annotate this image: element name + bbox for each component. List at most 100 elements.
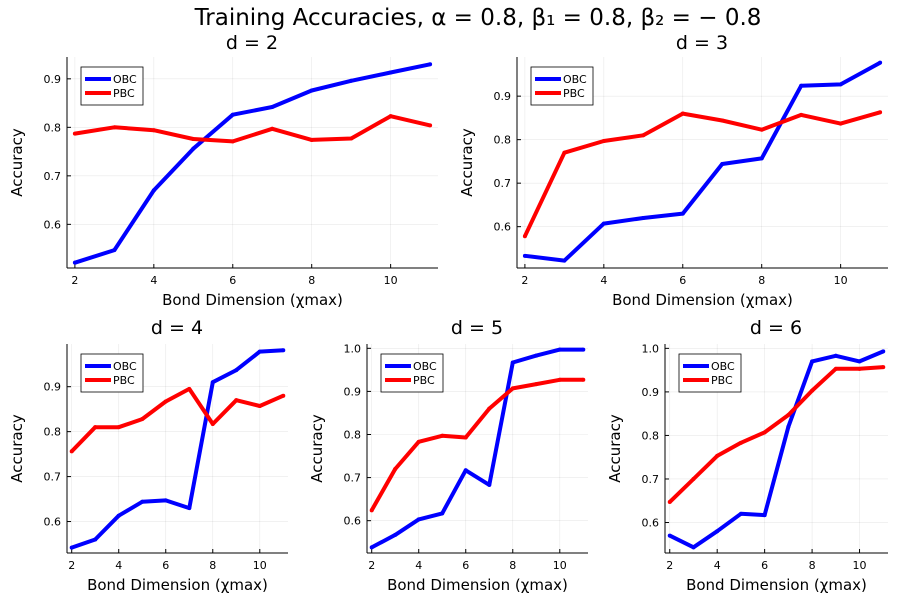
panel-1-xtick-label-2: 6 [229,274,236,287]
panel-1-series-obc-line [74,62,431,265]
panel-2-xtick-label-3: 8 [758,274,765,287]
panel-1-series-pbc-line [74,114,431,144]
panel-3-series-pbc-point-1 [93,425,98,430]
panel-2-series-obc-line [524,60,882,263]
panel-2-ytick-label-0: 0.6 [494,221,512,234]
panel-2-series-pbc-point-1 [562,150,567,155]
panel-1-ytick-label-2: 0.8 [44,121,62,134]
panel-1-series-obc-point-4 [230,112,235,117]
panel-4-ytick-label-1: 0.7 [344,472,362,485]
panel-4-series-obc-point-7 [534,353,539,358]
panel-4-series-pbc-point-7 [534,382,539,387]
panel-3-series-obc-point-4 [163,498,168,503]
panel-5-series-obc-point-8 [857,359,862,364]
panel-5-series-obc-point-5 [786,424,791,429]
panel-3-legend-label-obc: OBC [113,360,137,373]
panel-3-xtick-label-3: 8 [209,559,216,572]
panel-5-series-pbc-point-9 [881,365,886,370]
panel-2-series-obc-point-1 [562,258,567,263]
panel-3-series-obc-point-5 [187,506,192,511]
panel-3-ylabel: Accuracy [8,414,26,483]
panel-2-series-pbc-point-4 [680,111,685,116]
panel-4-xtick-label-3: 8 [509,559,516,572]
panel-1-series-pbc-point-1 [112,125,117,130]
panel-5-legend-label-pbc: PBC [711,374,733,387]
panel-4-ytick-label-2: 0.8 [344,428,362,441]
panel-1-series-pbc-point-0 [72,131,77,136]
panel-5-series-obc-line [668,349,885,550]
panel-3: 2 4 6 8 10 0.6 0.7 0.8 0.9 d = 4 Bond Dimension (χ… [8,317,288,594]
panel-2: 2 4 6 8 10 0.6 0.7 0.8 0.9 d = 3 Bond Dimension (χ… [458,32,888,309]
panel-4-series-pbc-point-2 [416,439,421,444]
panel-5-legend-label-obc: OBC [711,360,735,373]
panel-2-series-obc-point-0 [522,253,527,258]
panel-3-xtick-label-0: 2 [68,559,75,572]
panel-4-series-obc-point-5 [487,482,492,487]
panel-1-xtick-label-1: 4 [150,274,157,287]
panel-3-xtick-label-1: 4 [115,559,122,572]
panel-3-series-pbc-point-8 [257,404,262,409]
panel-2-series-pbc-point-3 [641,133,646,138]
panel-5-series-obc-point-2 [715,529,720,534]
panel-3-series-obc-point-2 [116,513,121,518]
panel-5-xtick-label-2: 6 [761,559,768,572]
panel-4-series-obc-point-8 [557,347,562,352]
panel-2-series-obc-point-4 [680,211,685,216]
panel-5-title: d = 6 [750,317,802,339]
panel-2-series-pbc-point-6 [759,127,764,132]
panel-5-series-obc-point-9 [881,349,886,354]
panel-3-series-pbc-point-4 [163,399,168,404]
panel-1-series-pbc-point-3 [191,136,196,141]
panel-5-series-pbc-point-1 [691,476,696,481]
panel-4-xtick-label-1: 4 [415,559,422,572]
panel-1-series-obc-point-2 [151,188,156,193]
panel-1-xtick-label-4: 10 [384,274,398,287]
panel-1: 2 4 6 8 10 0.6 0.7 0.8 0.9 d = 2 Bond Dimension (χ… [8,32,438,309]
panel-5-legend-box [678,353,742,393]
panel-3-series-pbc-point-2 [116,425,121,430]
panel-2-series-obc-point-9 [878,60,883,65]
panel-4-ylabel: Accuracy [308,414,326,483]
panel-2-xtick-label-1: 4 [600,274,607,287]
panel-3-series-obc-point-3 [140,499,145,504]
panel-5-series-obc-point-3 [738,511,743,516]
panel-5-xtick-label-0: 2 [666,559,673,572]
panel-3-legend-label-pbc: PBC [113,374,135,387]
panel-2-xtick-label-4: 10 [834,274,848,287]
panel-4-ytick-label-3: 0.9 [344,385,362,398]
panel-4-ytick-label-0: 0.6 [344,515,362,528]
panel-5-series-obc-point-6 [810,359,815,364]
panel-3-xlabel: Bond Dimension (χmax) [87,576,268,594]
panel-1-series-obc-point-9 [428,62,433,67]
panel-3-series-obc-point-6 [210,380,215,385]
panel-2-title: d = 3 [676,32,728,54]
panel-2-series-pbc-point-0 [522,234,527,239]
panel-1-legend-label-pbc: PBC [113,87,135,100]
panel-3-series-pbc-line [70,386,285,453]
panel-2-xtick-label-0: 2 [521,274,528,287]
panel-5-ytick-label-2: 0.8 [642,429,660,442]
panel-3-series-obc-point-1 [93,537,98,542]
panel-5-series-pbc-point-3 [738,440,743,445]
panel-5-series-pbc-point-5 [786,412,791,417]
panel-1-series-pbc-point-9 [428,123,433,128]
panel-3-xtick-label-4: 10 [253,559,267,572]
panel-5-series-pbc-line [668,365,884,504]
panel-4-series-obc-point-6 [510,360,515,365]
panel-4-xtick-label-4: 10 [553,559,567,572]
panel-4-series-pbc-point-3 [440,433,445,438]
panel-3-legend-box [80,353,144,393]
panel-1-xlabel: Bond Dimension (χmax) [162,291,343,309]
panel-2-series-obc-point-2 [601,221,606,226]
panel-3-series-pbc-point-0 [69,449,74,454]
panel-4: 2 4 6 8 10 0.6 0.7 0.8 0.9 1.0 d = 5 Bond Dimension… [308,317,588,594]
panel-3-ytick-label-0: 0.6 [44,516,62,529]
panel-4-series-obc-line [370,347,584,550]
panel-5-ytick-label-3: 0.9 [642,386,660,399]
panel-1-series-obc-point-6 [309,88,314,93]
panel-5-series-pbc-point-2 [715,453,720,458]
panel-2-legend-label-pbc: PBC [563,87,585,100]
